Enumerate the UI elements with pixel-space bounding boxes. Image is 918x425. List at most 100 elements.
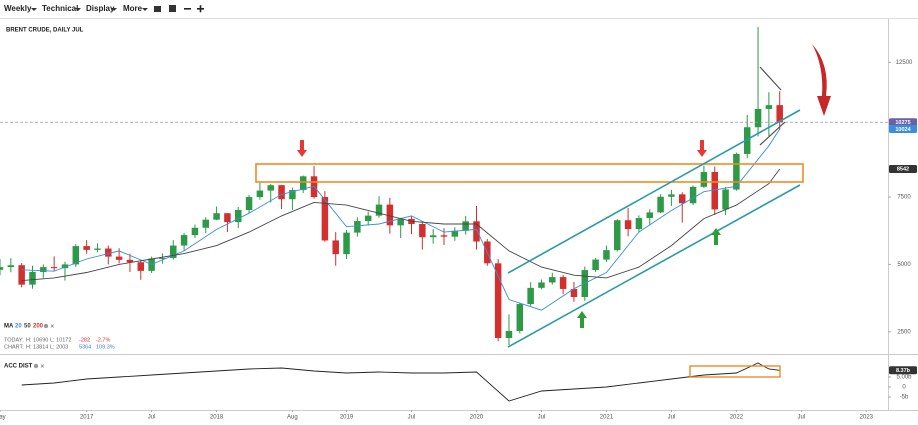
candle-body	[592, 259, 599, 271]
candle-body	[570, 288, 578, 298]
x-tick-label: 2017	[80, 415, 94, 421]
zoom-out-icon[interactable]	[184, 8, 191, 10]
candle-body	[700, 171, 708, 187]
candle-body	[7, 265, 15, 268]
price-tag	[889, 125, 917, 134]
resistance-box	[255, 163, 804, 183]
stats-low: L: 2003	[50, 344, 68, 350]
stats-high: H: 13814	[26, 344, 48, 350]
candle-body	[18, 265, 25, 285]
indicator-line	[21, 362, 780, 402]
close-icon[interactable]: ✕	[40, 364, 45, 370]
x-tick-label: 2022	[730, 415, 744, 421]
curved-down-arrow	[812, 44, 831, 116]
candle-body	[657, 196, 664, 213]
price-tag	[889, 118, 917, 127]
y-tick-label: 5000	[897, 262, 911, 268]
candle-body	[40, 267, 47, 272]
candle-body	[397, 218, 404, 226]
price-tag-label: 10024	[895, 127, 911, 133]
price-tag-label: 8542	[897, 167, 909, 173]
toolbar: Weekly Technical Display More	[4, 4, 204, 13]
zoom-in-icon[interactable]	[197, 5, 204, 13]
candle-body	[83, 246, 90, 250]
x-tick-label: Jul	[408, 415, 416, 421]
candle-body	[711, 171, 718, 210]
candle-body	[419, 223, 426, 238]
candle-body	[494, 263, 502, 338]
candle-body	[765, 105, 773, 109]
toolbar-button[interactable]: Weekly	[4, 4, 32, 13]
stats-change: -282	[79, 337, 90, 343]
candle-body	[527, 287, 534, 305]
candle-body	[137, 262, 145, 271]
stats-label: CHART:	[4, 344, 24, 350]
stats-change-pct: 109.3%	[96, 344, 115, 350]
open-icon[interactable]	[154, 6, 161, 12]
stats-change-pct: -2.7%	[96, 337, 110, 343]
candle-body	[614, 220, 621, 251]
candle-body	[689, 186, 697, 204]
indicator-title: ACC DIST	[4, 364, 33, 370]
candle-body	[462, 221, 469, 231]
candle-body	[343, 232, 350, 255]
up-arrow	[711, 228, 721, 245]
candle-body	[364, 215, 372, 222]
y-tick-label: 7500	[897, 195, 911, 201]
settings-icon[interactable]	[43, 323, 49, 329]
candle-body	[440, 235, 448, 237]
stats-low: L: 10172	[50, 337, 71, 343]
candle-body	[505, 330, 513, 338]
candle-body	[159, 257, 166, 259]
moving-average	[21, 168, 781, 282]
candle-body	[299, 176, 307, 191]
x-tick-label: 2019	[340, 415, 354, 421]
candle-body	[202, 219, 210, 228]
toolbar-button[interactable]: Technical	[42, 4, 78, 13]
y-tick-label: 2500	[897, 329, 911, 335]
candle-body	[289, 190, 296, 200]
candle-body	[754, 108, 762, 128]
dropdown-icon	[31, 8, 37, 11]
price-tag	[889, 164, 917, 173]
candle-body	[191, 227, 199, 236]
candle-body	[559, 277, 567, 289]
candle-body	[224, 213, 231, 223]
x-tick-label: May	[0, 415, 6, 421]
toolbar-button[interactable]: Display	[86, 4, 115, 13]
candle-body	[213, 213, 220, 220]
legend-entry: 50	[24, 324, 31, 330]
candle-body	[278, 185, 285, 200]
up-arrow	[577, 311, 587, 328]
candle-body	[678, 194, 686, 204]
settings-icon[interactable]	[33, 363, 39, 369]
x-tick-label: 2020	[470, 415, 484, 421]
candle-body	[180, 235, 188, 246]
trend-line	[759, 66, 782, 91]
dropdown-icon	[142, 8, 148, 11]
toolbar-button[interactable]: More	[123, 4, 143, 13]
candle-body	[733, 153, 740, 190]
price-tag-label: 8.37b	[896, 368, 911, 374]
y-tick-label: 12500	[896, 60, 913, 66]
candle-body	[354, 221, 361, 233]
moving-average	[21, 128, 781, 311]
y-tick-label: -5b	[900, 395, 909, 401]
close-icon[interactable]: ✕	[50, 324, 55, 330]
chart-title: BRENT CRUDE, DAILY JUL	[6, 28, 84, 34]
stats-label: TODAY:	[4, 337, 24, 343]
legend-entry: 200	[33, 324, 44, 330]
price-tag	[889, 366, 917, 375]
candle-body	[538, 282, 545, 288]
candle-body	[29, 271, 36, 285]
dropdown-icon	[75, 8, 81, 11]
candle-body	[776, 105, 783, 123]
x-tick-label: 2023	[860, 415, 874, 421]
candle-body	[332, 240, 339, 255]
indicator-box	[689, 365, 781, 378]
save-icon[interactable]	[169, 5, 176, 12]
channel-lower	[507, 184, 801, 348]
candle-body	[72, 246, 80, 265]
candle-body	[267, 185, 274, 191]
